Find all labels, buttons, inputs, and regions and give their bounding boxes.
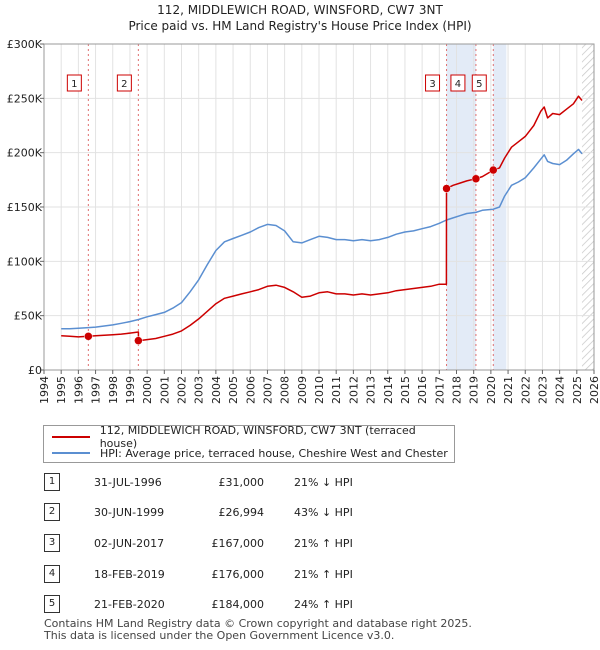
x-tick-label: 2018: [451, 376, 464, 404]
sale-point: [84, 332, 93, 341]
footer-license: This data is licensed under the Open Gov…: [44, 629, 395, 642]
y-tick-label: £100K: [7, 255, 43, 268]
legend-item-property: 112, MIDDLEWICH ROAD, WINSFORD, CW7 3NT …: [52, 424, 454, 450]
sale-number: 4: [44, 565, 60, 583]
y-tick-label: £150K: [7, 201, 43, 214]
sale-number: 2: [44, 503, 60, 521]
x-tick-label: 2002: [176, 376, 189, 404]
x-tick-label: 2001: [158, 376, 171, 404]
sale-price: £184,000: [211, 598, 265, 611]
sale-hpi-diff: 21% ↓ HPI: [294, 476, 353, 489]
footer: Contains HM Land Registry data © Crown c…: [44, 618, 472, 642]
sale-date: 21-FEB-2020: [94, 598, 165, 611]
x-tick-label: 2009: [296, 376, 309, 404]
footer-copyright: Contains HM Land Registry data © Crown c…: [44, 617, 472, 630]
table-row: 5 21-FEB-2020 £184,000 24% ↑ HPI: [44, 595, 404, 615]
sale-date: 30-JUN-1999: [94, 506, 165, 519]
x-tick-label: 2020: [485, 376, 498, 404]
sale-price: £167,000: [211, 537, 265, 550]
legend-swatch-red: [52, 436, 90, 438]
x-tick-label: 2019: [468, 376, 481, 404]
x-tick-label: 2006: [244, 376, 257, 404]
sale-label-number: 4: [455, 79, 461, 90]
x-tick-label: 1999: [124, 376, 137, 404]
chart-title: 112, MIDDLEWICH ROAD, WINSFORD, CW7 3NT: [157, 3, 443, 17]
x-tick-label: 2004: [210, 376, 223, 404]
sale-point: [489, 165, 498, 175]
x-tick-label: 2015: [399, 376, 412, 404]
sale-price: £176,000: [211, 568, 265, 581]
sale-hpi-diff: 24% ↑ HPI: [294, 598, 353, 611]
sale-number: 3: [44, 534, 60, 552]
x-tick-label: 2013: [365, 376, 378, 404]
sale-label-number: 1: [71, 79, 77, 90]
legend: 112, MIDDLEWICH ROAD, WINSFORD, CW7 3NT …: [43, 424, 455, 463]
x-tick-label: 2003: [193, 376, 206, 404]
sale-number: 1: [44, 473, 60, 491]
x-tick-label: 2010: [313, 376, 326, 404]
sale-date: 18-FEB-2019: [94, 568, 165, 581]
sale-point: [442, 184, 451, 193]
sale-label-box: [425, 74, 441, 92]
sale-hpi-diff: 21% ↑ HPI: [294, 568, 353, 581]
y-tick-label: £0: [28, 364, 42, 377]
sale-number: 5: [44, 595, 60, 613]
property-price-line: [61, 95, 583, 342]
price-chart: 112, MIDDLEWICH ROAD, WINSFORD, CW7 3NT …: [7, 3, 600, 404]
x-tick-label: 1998: [107, 376, 120, 404]
sale-label-box: [471, 74, 487, 92]
x-tick-label: 2012: [347, 376, 360, 404]
x-tick-label: 2026: [588, 376, 600, 404]
x-tick-label: 2011: [330, 376, 343, 404]
sale-hpi-diff: 21% ↑ HPI: [294, 537, 353, 550]
sale-label-box: [450, 74, 466, 92]
sale-price: £26,994: [218, 506, 265, 519]
x-tick-label: 2023: [536, 376, 549, 404]
table-row: 3 02-JUN-2017 £167,000 21% ↑ HPI: [44, 534, 404, 554]
x-tick-label: 2024: [554, 376, 567, 404]
sale-label-box: [116, 74, 132, 92]
sale-point: [471, 174, 481, 183]
x-tick-label: 2007: [261, 376, 274, 404]
sale-point: [134, 336, 143, 345]
sale-price: £31,000: [218, 476, 265, 489]
y-tick-label: £200K: [7, 147, 43, 160]
chart-subtitle: Price paid vs. HM Land Registry's House …: [128, 19, 471, 33]
table-row: 4 18-FEB-2019 £176,000 21% ↑ HPI: [44, 565, 404, 585]
x-tick-label: 1995: [55, 376, 68, 404]
x-tick-label: 2008: [279, 376, 292, 404]
x-tick-label: 2022: [519, 376, 532, 404]
legend-item-hpi: HPI: Average price, terraced house, Ches…: [52, 445, 448, 461]
y-tick-label: £50K: [14, 310, 43, 323]
table-row: 2 30-JUN-1999 £26,994 43% ↓ HPI: [44, 503, 404, 523]
table-row: 1 31-JUL-1996 £31,000 21% ↓ HPI: [44, 473, 404, 493]
y-tick-label: £250K: [7, 92, 43, 105]
legend-label-property: 112, MIDDLEWICH ROAD, WINSFORD, CW7 3NT …: [99, 424, 416, 450]
y-tick-label: £300K: [7, 38, 43, 51]
x-tick-label: 2000: [141, 376, 154, 404]
sale-label-number: 5: [476, 79, 482, 90]
x-tick-label: 2025: [571, 376, 584, 404]
legend-label-hpi: HPI: Average price, terraced house, Ches…: [100, 446, 448, 460]
x-tick-label: 2005: [227, 376, 240, 404]
x-tick-label: 1997: [90, 376, 103, 404]
x-tick-label: 1996: [72, 376, 85, 404]
x-tick-label: 2014: [382, 376, 395, 404]
sale-label-number: 2: [121, 79, 127, 90]
x-tick-label: 1994: [38, 376, 51, 404]
hpi-line: [61, 148, 583, 330]
sale-hpi-diff: 43% ↓ HPI: [294, 506, 353, 519]
sale-date: 02-JUN-2017: [94, 537, 165, 550]
legend-swatch-blue: [52, 452, 90, 454]
sale-date: 31-JUL-1996: [94, 476, 162, 489]
sale-label-box: [66, 74, 82, 92]
sale-label-number: 3: [429, 79, 435, 90]
x-tick-label: 2016: [416, 376, 429, 404]
x-tick-label: 2021: [502, 376, 515, 404]
x-tick-label: 2017: [433, 376, 446, 404]
